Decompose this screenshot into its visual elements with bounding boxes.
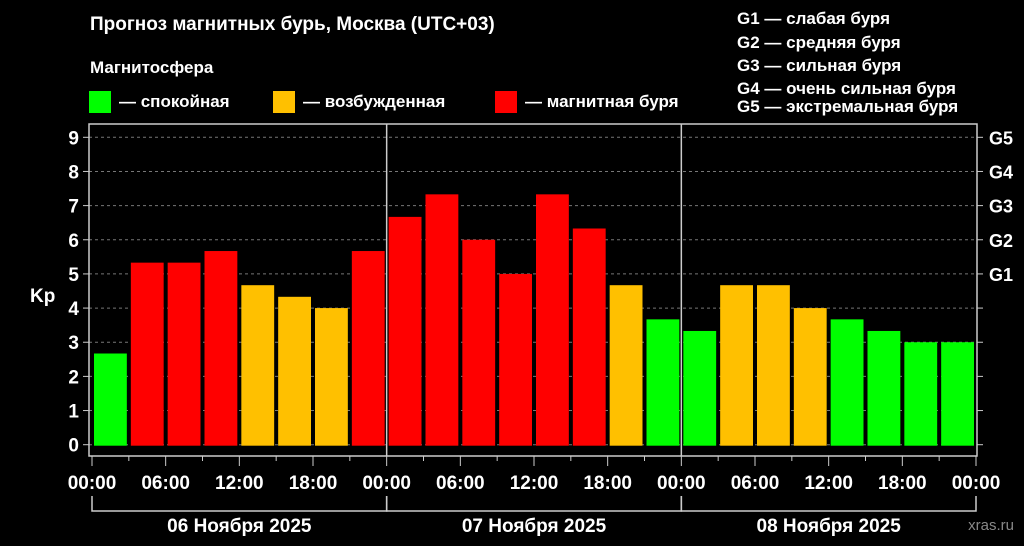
kp-bar: [204, 251, 238, 446]
kp-bar: [388, 216, 422, 446]
kp-bar: [278, 296, 311, 446]
g-tick-label: G3: [989, 197, 1013, 217]
kp-bar: [572, 228, 606, 446]
y-tick-label: 6: [68, 231, 79, 252]
kp-bar: [830, 319, 864, 446]
y-tick-label: 1: [68, 402, 79, 423]
g-scale-4: G4 — очень сильная буря: [737, 79, 956, 98]
kp-bar: [499, 273, 532, 446]
plot-frame: [88, 123, 978, 457]
kp-bar: [867, 330, 901, 446]
day-label: 07 Ноября 2025: [462, 516, 607, 537]
legend-label: — спокойная: [119, 92, 230, 111]
legend-swatch: [273, 91, 295, 113]
y-tick-label: 8: [68, 162, 79, 183]
x-tick-label: 12:00: [510, 473, 559, 494]
g-scale-3: G3 — сильная буря: [737, 56, 902, 75]
watermark: xras.ru: [968, 517, 1014, 534]
day-label: 08 Ноября 2025: [757, 516, 902, 537]
day-bracket: [91, 496, 388, 512]
g-tick-label: G2: [989, 231, 1013, 251]
x-tick-label: 00:00: [68, 473, 117, 494]
x-tick-label: 00:00: [657, 473, 706, 494]
kp-bar: [130, 262, 164, 446]
g-tick-label: G1: [989, 265, 1013, 285]
legend-item-active: — возбужденная: [273, 91, 445, 113]
legend-title: Магнитосфера: [90, 58, 214, 77]
kp-bar: [941, 342, 974, 446]
kp-bar: [241, 285, 275, 446]
kp-bar: [683, 330, 717, 446]
legend-item-storm: — магнитная буря: [495, 91, 679, 113]
kp-bar: [646, 319, 680, 446]
x-tick-label: 18:00: [878, 473, 927, 494]
y-tick-label: 3: [68, 333, 79, 354]
g-scale-5: G5 — экстремальная буря: [737, 97, 959, 116]
y-tick-label: 0: [68, 436, 79, 457]
x-tick-label: 06:00: [141, 473, 190, 494]
y-tick-label: 5: [68, 265, 79, 286]
x-tick-label: 12:00: [215, 473, 264, 494]
x-tick-label: 06:00: [731, 473, 780, 494]
kp-bar: [904, 342, 938, 446]
y-tick-label: 7: [68, 197, 79, 218]
kp-bar: [609, 285, 643, 446]
g-tick-label: G4: [989, 162, 1013, 182]
legend-swatch: [89, 91, 111, 113]
x-tick-label: 00:00: [362, 473, 411, 494]
x-tick-label: 00:00: [952, 473, 1001, 494]
kp-bar: [462, 239, 496, 446]
x-tick-label: 06:00: [436, 473, 485, 494]
kp-bar: [425, 194, 459, 446]
legend-item-quiet: — спокойная: [89, 91, 230, 113]
chart-title: Прогноз магнитных бурь, Москва (UTC+03): [90, 14, 495, 35]
day-bracket: [385, 496, 683, 512]
g-tick-label: G5: [989, 128, 1013, 148]
kp-bar: [315, 308, 348, 446]
y-tick-label: 4: [68, 299, 79, 320]
y-tick-label: 2: [68, 367, 79, 388]
g-scale-1: G1 — слабая буря: [737, 9, 891, 28]
kp-bar: [793, 308, 827, 446]
g-scale-2: G2 — средняя буря: [737, 33, 901, 52]
legend-label: — магнитная буря: [525, 92, 679, 111]
y-axis-label: Kp: [30, 286, 55, 307]
x-tick-label: 18:00: [583, 473, 632, 494]
kp-bar: [757, 285, 790, 446]
kp-bar: [720, 285, 753, 446]
day-label: 06 Ноября 2025: [167, 516, 312, 537]
kp-bar: [351, 251, 385, 446]
legend-swatch: [495, 91, 517, 113]
kp-bar: [167, 262, 201, 446]
y-tick-label: 9: [68, 128, 79, 149]
x-tick-label: 18:00: [289, 473, 338, 494]
kp-bar: [94, 353, 127, 446]
x-tick-label: 12:00: [804, 473, 853, 494]
kp-bar: [536, 194, 569, 446]
legend-label: — возбужденная: [303, 92, 446, 111]
day-bracket: [680, 496, 977, 512]
